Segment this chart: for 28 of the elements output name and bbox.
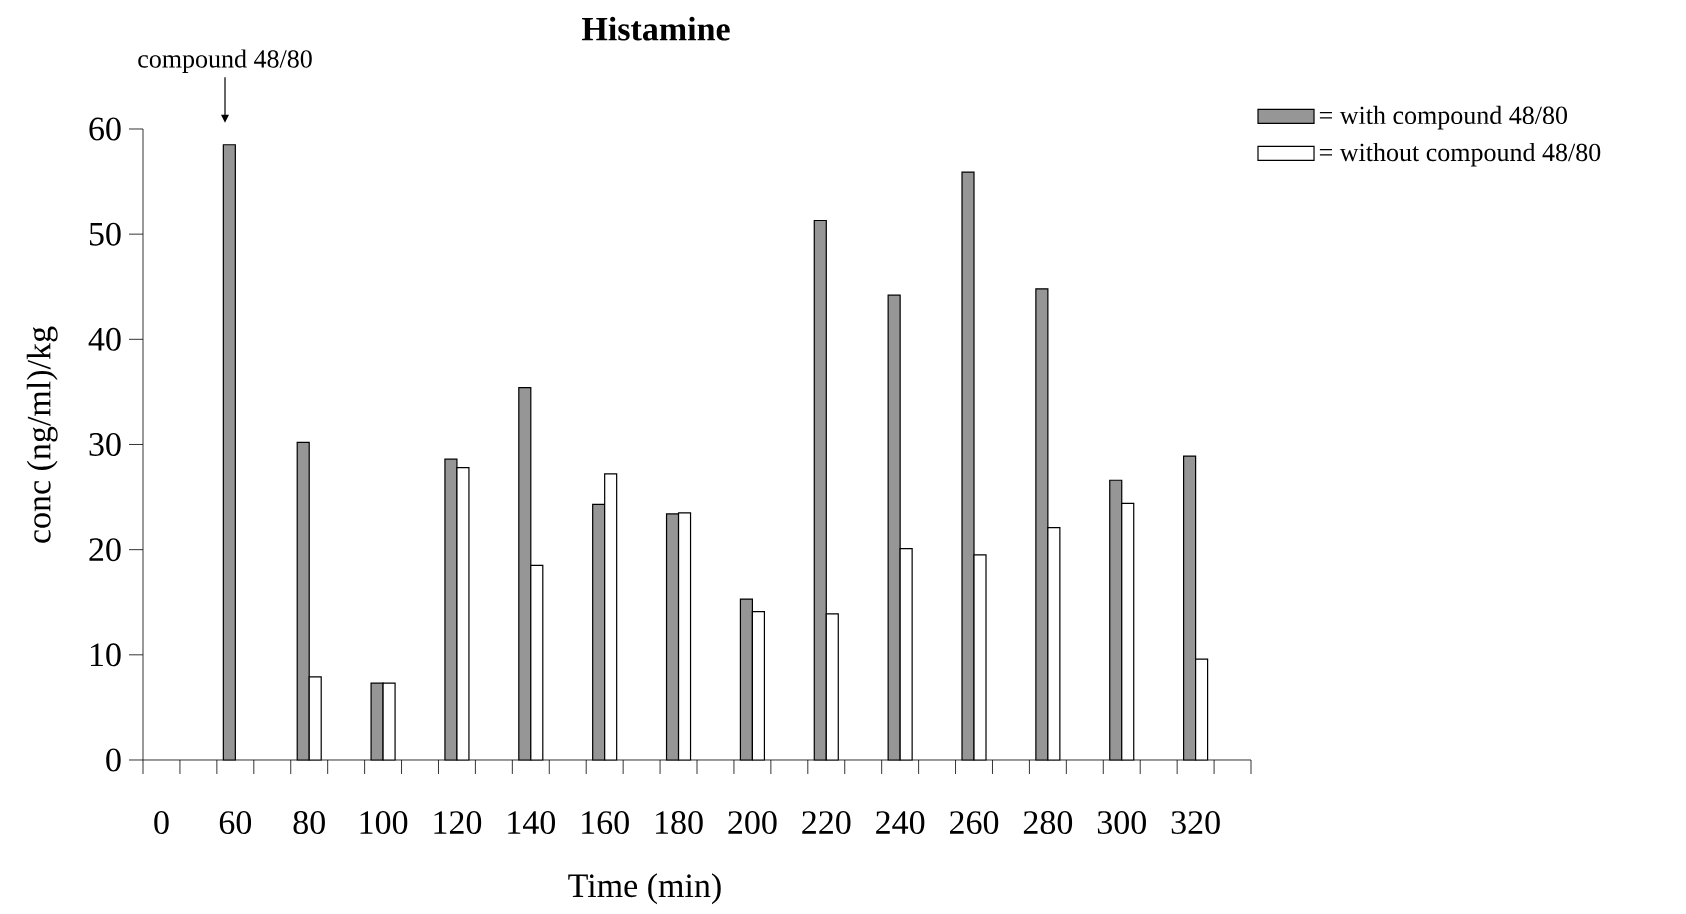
chart-title: Histamine [582, 16, 730, 41]
x-axis-title: Time (min) [568, 873, 721, 905]
x-tick-label: 260 [950, 811, 999, 835]
y-tick-label: 50 [89, 222, 121, 246]
y-tick-label: 60 [89, 117, 121, 141]
x-tick-label: 180 [656, 811, 703, 835]
x-tick-label: 160 [582, 811, 629, 835]
x-tick-label: 220 [802, 811, 851, 835]
y-axis-title: conc (ng/ml)/kg [26, 326, 58, 543]
legend-label: = with compound 48/80 [1319, 105, 1568, 130]
y-tick-label: 0 [106, 748, 121, 772]
x-tick-label: 100 [360, 811, 408, 835]
y-tick-label: 30 [89, 433, 121, 456]
x-tick-label: 80 [293, 811, 325, 835]
y-tick-label: 40 [88, 327, 121, 351]
legend-label: = without compound 48/80 [1319, 142, 1601, 167]
x-tick-label: 60 [219, 811, 252, 835]
x-tick-label: 120 [434, 811, 482, 835]
y-tick-label: 10 [90, 643, 121, 667]
x-tick-label: 200 [728, 811, 777, 835]
text: compound 48/80 [138, 49, 312, 73]
y-tick-label: 20 [89, 538, 121, 562]
x-tick-label: 300 [1097, 811, 1146, 835]
x-tick-label: 280 [1023, 811, 1073, 835]
x-tick-label: 0 [154, 811, 169, 835]
x-tick-label: 240 [876, 811, 925, 835]
x-tick-label: 140 [508, 811, 556, 835]
x-tick-label: 320 [1171, 811, 1220, 835]
